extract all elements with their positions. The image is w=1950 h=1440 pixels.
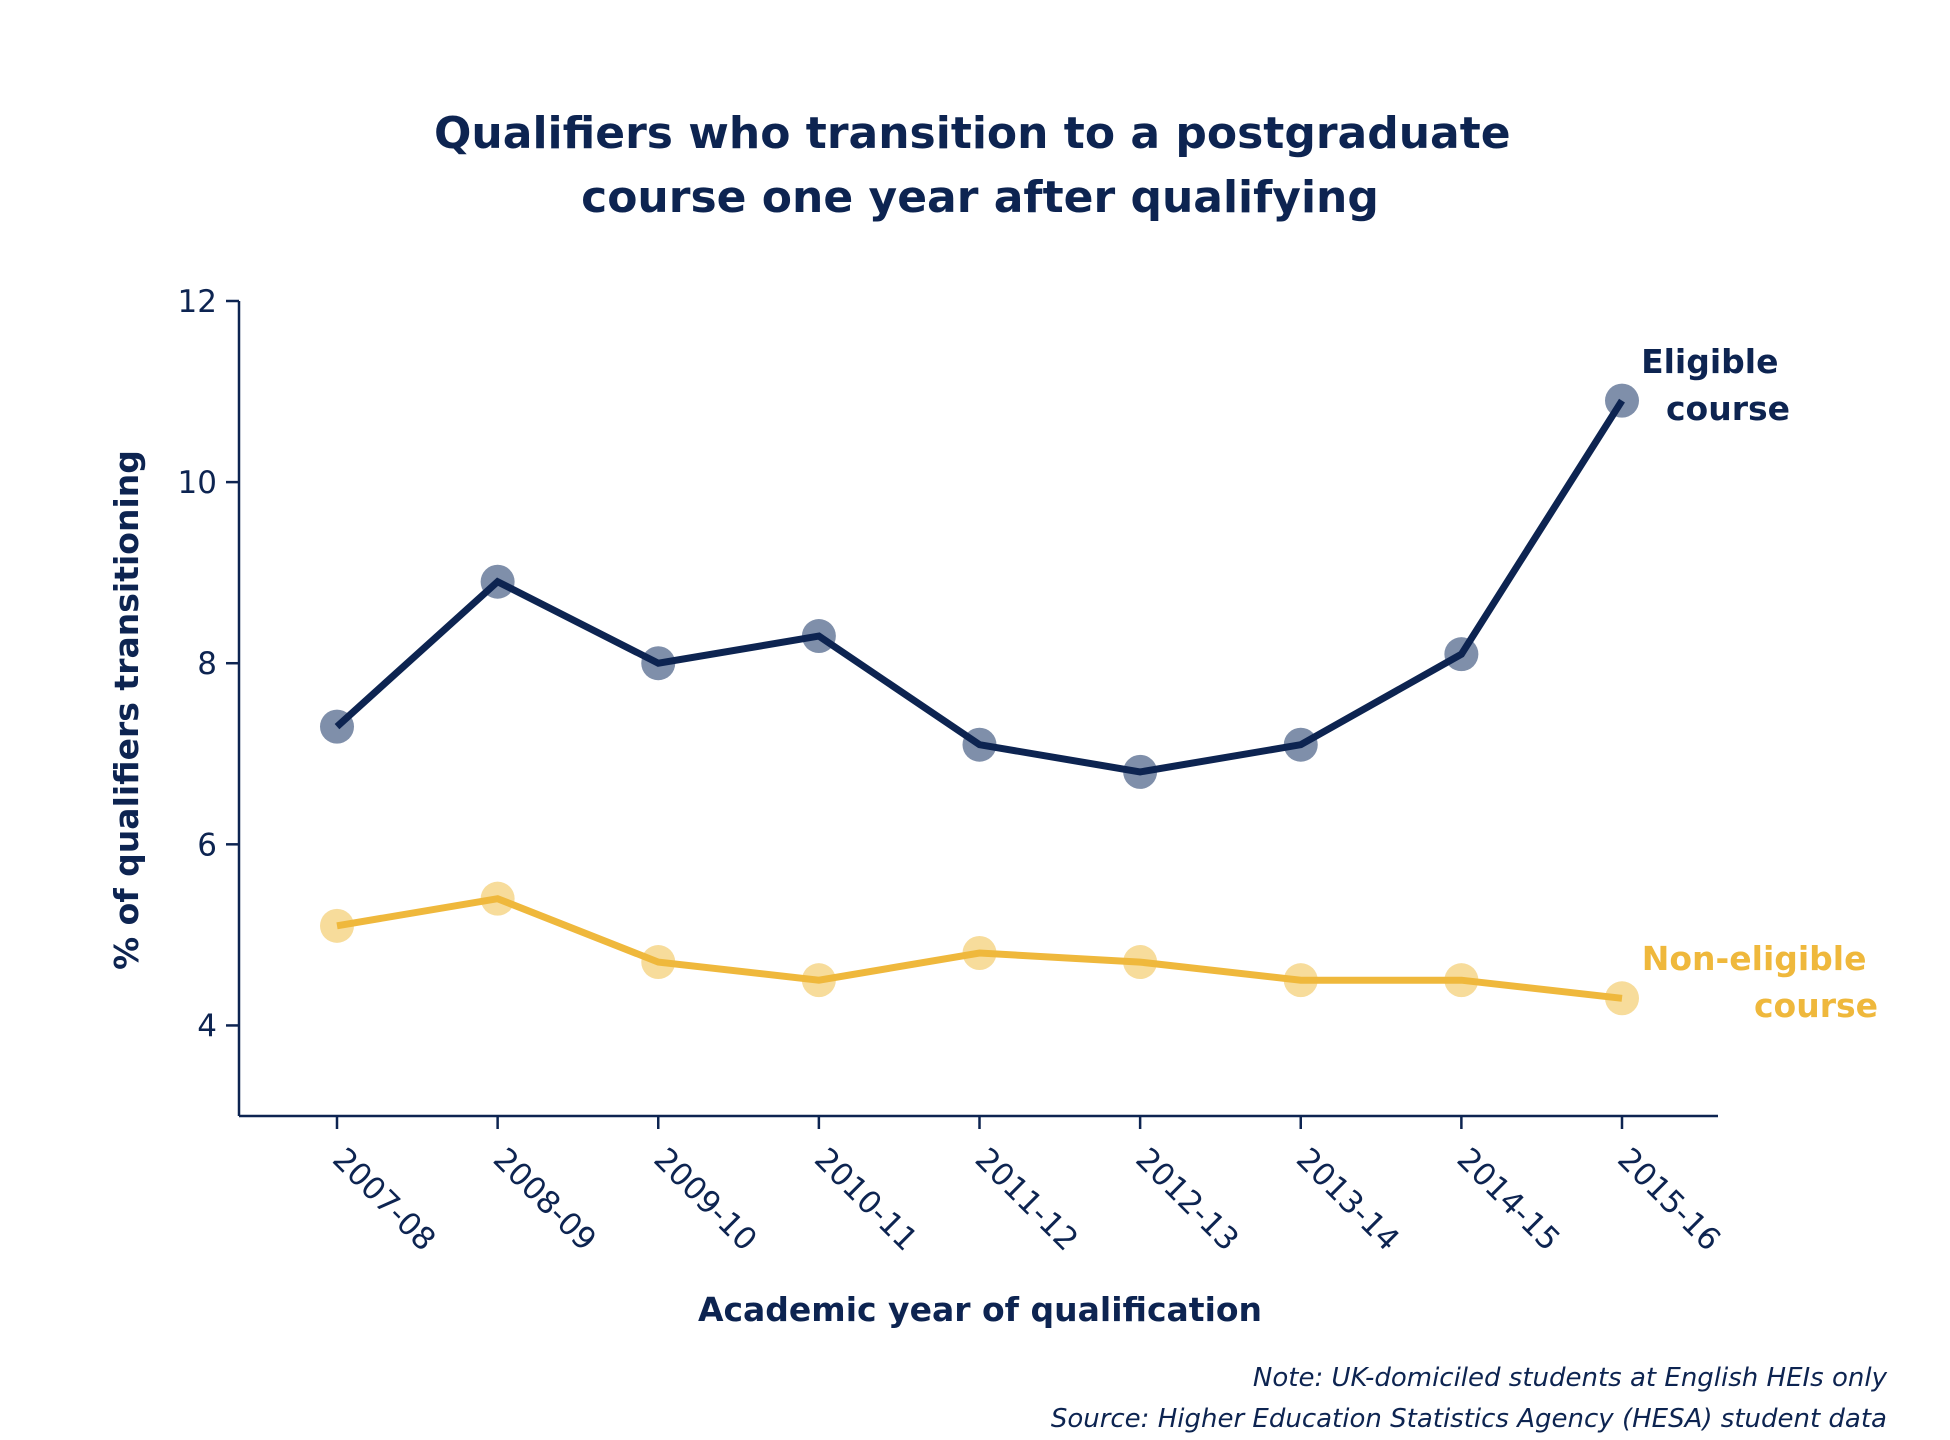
chart-title-line-1: Qualifiers who transition to a postgradu… bbox=[434, 108, 1511, 159]
series-layer bbox=[320, 383, 1639, 1016]
x-axis: 2007-08 2008-09 2009-10 2010-11 2011-12 2012-… bbox=[239, 1114, 1727, 1258]
y-tick-label: 8 bbox=[197, 646, 217, 682]
chart-title-line-2: course one year after qualifying bbox=[581, 172, 1379, 223]
y-axis: 4 6 8 10 12 bbox=[178, 284, 241, 1116]
series-eligible bbox=[320, 383, 1639, 789]
y-tick-label: 10 bbox=[178, 465, 217, 501]
data-point bbox=[320, 908, 354, 943]
x-tick-label: 2015-16 bbox=[1610, 1141, 1727, 1258]
series-label-eligible-line-2: course bbox=[1666, 389, 1790, 428]
y-tick-label: 12 bbox=[178, 284, 217, 320]
x-axis-title: Academic year of qualification bbox=[698, 1290, 1262, 1329]
x-tick-label: 2011-12 bbox=[968, 1141, 1085, 1258]
x-tick-label: 2010-11 bbox=[807, 1141, 924, 1258]
x-tick-label: 2013-14 bbox=[1289, 1141, 1406, 1258]
series-label-non-eligible-line-1: Non-eligible bbox=[1642, 939, 1867, 978]
series-non-eligible bbox=[320, 881, 1639, 1016]
series-label-non-eligible: Non-eligible course bbox=[1642, 939, 1878, 1025]
x-tick-label: 2008-09 bbox=[486, 1141, 603, 1258]
y-tick-label: 6 bbox=[197, 827, 217, 863]
series-line bbox=[336, 895, 1623, 1002]
y-tick-label: 4 bbox=[197, 1008, 217, 1044]
y-axis-title: % of qualifiers transitioning bbox=[107, 450, 146, 970]
x-tick-label: 2012-13 bbox=[1128, 1141, 1245, 1258]
x-tick-label: 2014-15 bbox=[1450, 1141, 1567, 1258]
x-tick-label: 2007-08 bbox=[325, 1141, 442, 1258]
chart-title: Qualifiers who transition to a postgradu… bbox=[434, 108, 1526, 223]
note-text: Note: UK-domiciled students at English H… bbox=[1253, 1363, 1888, 1393]
source-text: Source: Higher Education Statistics Agen… bbox=[1051, 1404, 1887, 1434]
x-tick-label: 2009-10 bbox=[647, 1141, 764, 1258]
series-label-eligible: Eligible course bbox=[1641, 342, 1790, 428]
series-label-non-eligible-line-2: course bbox=[1754, 986, 1878, 1025]
series-line bbox=[334, 398, 1625, 776]
series-label-eligible-line-1: Eligible bbox=[1641, 342, 1778, 381]
